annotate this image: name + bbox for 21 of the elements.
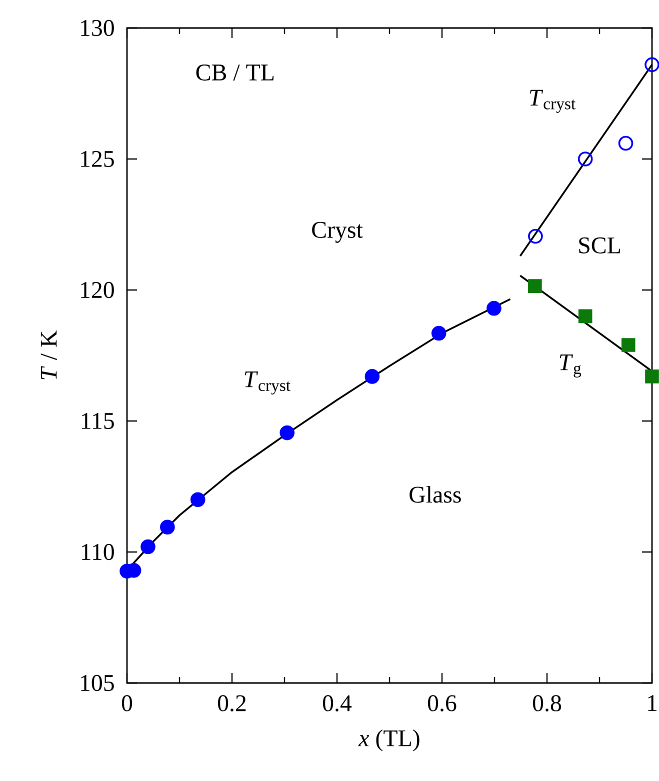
y-tick-label: 130: [81, 20, 114, 36]
x-tick-label: 0.6: [428, 695, 456, 712]
y-tick-label: 110: [82, 544, 114, 560]
x-tick-label: 0.2: [218, 695, 246, 712]
y-tick-label: 105: [81, 674, 114, 692]
y-tick-label: 120: [81, 282, 114, 298]
annotation: Cryst: [312, 222, 363, 243]
annotation: T$_{cryst}$: [244, 372, 290, 394]
annotation: T$_{g}$: [560, 354, 582, 378]
y-axis-title: T / K: [40, 330, 57, 380]
annotation: T$_{cryst}$: [530, 90, 576, 113]
annotation: SCL: [579, 237, 620, 254]
y-tick-label: 115: [82, 412, 114, 430]
x-axis-title: x (TL): [358, 730, 420, 752]
annotation: CB / TL: [196, 64, 274, 81]
x-tick-label: 0.4: [322, 695, 352, 712]
x-tick-label: 0.8: [532, 695, 562, 712]
y-tick-label: 125: [81, 150, 114, 168]
x-tick-label: 0: [122, 695, 132, 712]
x-tick-label: 1: [648, 695, 657, 711]
annotation: Glass: [410, 486, 461, 503]
